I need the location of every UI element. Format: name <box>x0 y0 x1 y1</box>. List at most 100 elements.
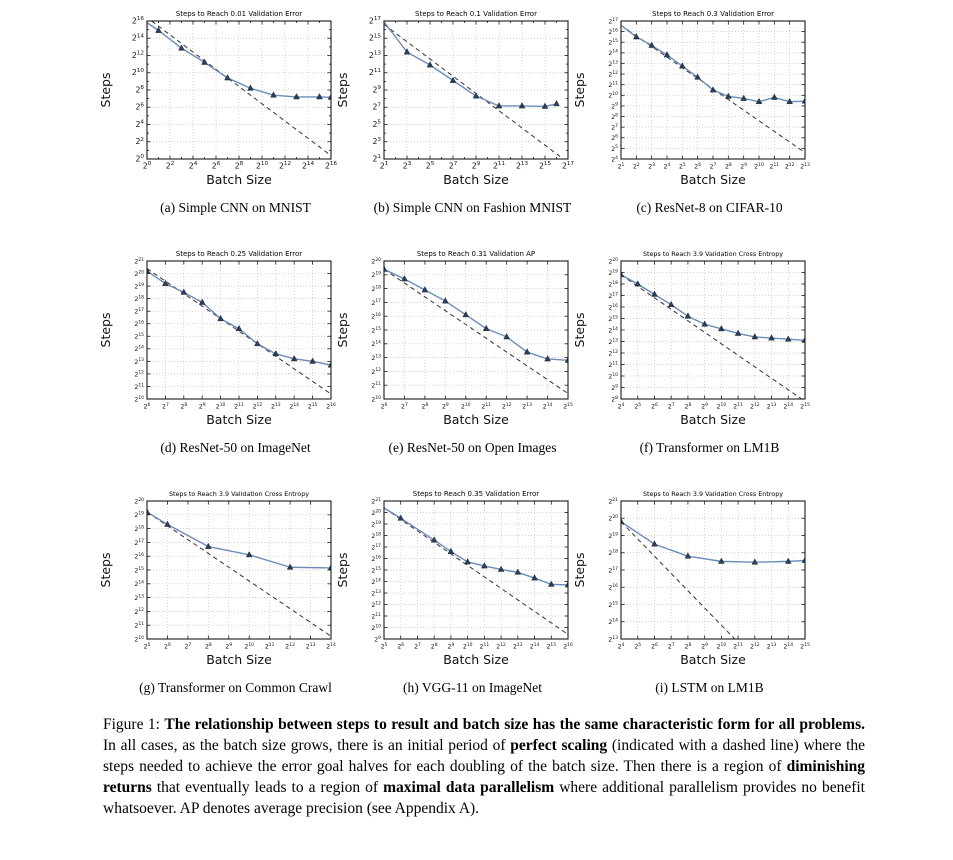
subplot-d-caption: (d) ResNet-50 on ImageNet <box>160 440 311 455</box>
svg-text:214: 214 <box>783 642 793 651</box>
subplot-a-caption: (a) Simple CNN on MNIST <box>160 200 311 215</box>
svg-text:29: 29 <box>374 635 381 644</box>
svg-text:217: 217 <box>608 566 618 575</box>
x-axis-label: Batch Size <box>680 172 746 187</box>
svg-text:29: 29 <box>701 402 708 411</box>
perfect-scaling-dashline <box>147 511 331 637</box>
axis-labels: Steps to Reach 3.9 Validation Cross Entr… <box>100 490 309 667</box>
svg-text:26: 26 <box>611 134 618 143</box>
caption-part-bold: perfect scaling <box>510 737 608 754</box>
x-axis-label: Batch Size <box>206 172 272 187</box>
axis-ticks: 25 26 27 28 29 210 211 212 213 214 215 216 29 210 211 2… <box>371 497 573 651</box>
subplot-d: 26 27 28 29 210 211 212 213 214 215 216 210 211 212 21… <box>100 246 337 456</box>
svg-text:211: 211 <box>770 162 780 171</box>
y-axis-label: Steps <box>100 73 113 108</box>
svg-text:210: 210 <box>608 91 618 100</box>
axis-labels: Steps to Reach 0.25 Validation Error Batc… <box>100 250 302 427</box>
svg-text:26: 26 <box>212 161 221 170</box>
svg-text:28: 28 <box>421 402 428 411</box>
svg-text:215: 215 <box>134 332 144 341</box>
x-axis-label: Batch Size <box>680 652 746 667</box>
svg-text:213: 213 <box>516 161 529 170</box>
axis-labels: Steps to Reach 0.01 Validation Error Batc… <box>100 10 302 187</box>
data-line <box>621 521 805 563</box>
svg-text:27: 27 <box>611 123 618 132</box>
svg-text:220: 220 <box>371 508 381 517</box>
caption-part-bold: maximal data parallelism <box>383 779 555 796</box>
svg-text:24: 24 <box>611 155 618 164</box>
svg-text:23: 23 <box>648 162 655 171</box>
svg-text:213: 213 <box>134 593 144 602</box>
x-axis-label: Batch Size <box>680 412 746 427</box>
svg-text:218: 218 <box>608 280 618 289</box>
svg-text:24: 24 <box>664 162 671 171</box>
svg-text:211: 211 <box>480 642 490 651</box>
svg-text:21: 21 <box>380 161 389 170</box>
subplot-c: 21 22 23 24 25 26 27 28 29 210 211 212 213 24 25 26 27 28… <box>574 6 811 216</box>
svg-text:213: 213 <box>767 402 777 411</box>
axis-labels: Steps to Reach 3.9 Validation Cross Entr… <box>574 250 783 427</box>
svg-text:221: 221 <box>371 497 381 506</box>
svg-text:217: 217 <box>134 307 144 316</box>
svg-text:212: 212 <box>496 642 506 651</box>
svg-text:25: 25 <box>372 120 381 129</box>
chart-title: Steps to Reach 0.35 Validation Error <box>413 490 540 498</box>
svg-text:213: 213 <box>371 353 381 362</box>
y-axis-label: Steps <box>574 313 587 348</box>
svg-text:28: 28 <box>611 395 618 404</box>
svg-text:25: 25 <box>144 642 151 651</box>
svg-text:27: 27 <box>162 402 169 411</box>
svg-text:216: 216 <box>325 161 337 170</box>
axis-ticks: 21 23 25 27 29 211 213 215 217 21 23 25 27 29 211 213 21… <box>369 16 574 170</box>
svg-text:25: 25 <box>679 162 686 171</box>
y-axis-label: Steps <box>337 313 350 348</box>
svg-text:211: 211 <box>369 68 382 77</box>
axis-ticks: 26 27 28 29 210 211 212 213 214 215 210 211 212 213 21… <box>371 257 573 411</box>
perfect-scaling-dashline <box>621 274 802 399</box>
svg-text:210: 210 <box>134 635 144 644</box>
svg-text:210: 210 <box>134 395 144 404</box>
svg-text:28: 28 <box>431 642 438 651</box>
subplot-a: 20 22 24 26 28 210 212 214 216 20 22 24 26 28 210 212 21… <box>100 6 337 216</box>
chart-title: Steps to Reach 0.01 Validation Error <box>176 10 303 18</box>
caption-part: Figure 1: <box>103 716 165 733</box>
chart-title: Steps to Reach 3.9 Validation Cross Entr… <box>169 490 309 498</box>
chart-transformer-common-crawl: 25 26 27 28 29 210 211 212 213 214 210 211 212 213 214… <box>100 490 336 667</box>
axis-labels: Steps to Reach 3.9 Validation Cross Entr… <box>574 490 783 667</box>
svg-text:213: 213 <box>608 635 618 644</box>
subplot-i: 24 25 26 27 28 29 210 211 212 213 214 215 213 214 215 2… <box>574 486 811 696</box>
svg-text:216: 216 <box>608 303 618 312</box>
svg-text:220: 220 <box>371 257 381 266</box>
svg-text:29: 29 <box>740 162 747 171</box>
chart-resnet50-open-images: 26 27 28 29 210 211 212 213 214 215 210 211 212 213 21… <box>337 250 573 427</box>
svg-text:27: 27 <box>414 642 421 651</box>
grid <box>620 260 806 400</box>
subplot-g-caption: (g) Transformer on Common Crawl <box>139 680 332 695</box>
axis-labels: Steps to Reach 0.31 Validation AP Batch S… <box>337 250 535 427</box>
svg-text:216: 216 <box>608 583 618 592</box>
y-axis-label: Steps <box>100 553 113 588</box>
svg-text:27: 27 <box>401 402 408 411</box>
svg-text:211: 211 <box>493 161 506 170</box>
svg-text:28: 28 <box>611 112 618 121</box>
svg-text:22: 22 <box>135 137 144 146</box>
svg-text:218: 218 <box>608 549 618 558</box>
subplot-c-caption: (c) ResNet-8 on CIFAR-10 <box>636 200 783 215</box>
svg-text:26: 26 <box>164 642 171 651</box>
svg-text:26: 26 <box>135 102 144 111</box>
axis-ticks: 21 22 23 24 25 26 27 28 29 210 211 212 2132425262728… <box>608 17 810 171</box>
svg-text:214: 214 <box>326 642 336 651</box>
svg-text:214: 214 <box>132 33 145 42</box>
svg-text:218: 218 <box>371 284 381 293</box>
chart-title: Steps to Reach 0.3 Validation Error <box>652 10 774 18</box>
svg-text:217: 217 <box>608 291 618 300</box>
svg-text:215: 215 <box>369 33 382 42</box>
data-markers <box>384 265 568 363</box>
subplot-e-caption: (e) ResNet-50 on Open Images <box>388 440 557 455</box>
perfect-scaling-dashline <box>384 507 568 635</box>
svg-text:25: 25 <box>426 161 435 170</box>
svg-text:213: 213 <box>271 402 281 411</box>
chart-simple-cnn-fashion-mnist: 21 23 25 27 29 211 213 215 217 21 23 25 27 29 211 213 21… <box>337 10 574 187</box>
axis-ticks: 20 22 24 26 28 210 212 214 216 20 22 24 26 28 210 212 21… <box>132 16 337 170</box>
svg-text:25: 25 <box>611 144 618 153</box>
